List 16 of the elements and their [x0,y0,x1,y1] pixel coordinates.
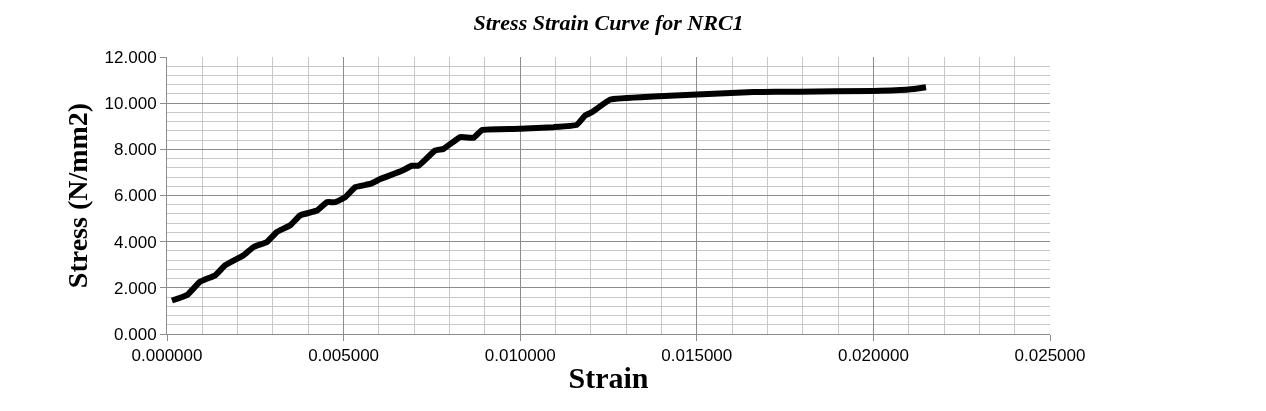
y-tick-label: 0.000 [114,324,157,344]
y-tick-label: 10.000 [104,94,157,114]
y-tick-label: 8.000 [114,140,157,160]
y-tick-label: 4.000 [114,232,157,252]
x-tick-label: 0.010000 [484,346,556,366]
x-tick-label: 0.005000 [308,346,380,366]
x-tick-label: 0.000000 [131,346,203,366]
y-tick-label: 12.000 [104,47,157,67]
x-tick-label: 0.025000 [1014,346,1086,366]
chart-title: Stress Strain Curve for NRC1 [473,9,744,35]
y-axis-title: Stress (N/mm2) [62,102,94,289]
x-axis-title: Strain [568,360,649,394]
x-tick-label: 0.020000 [837,346,909,366]
y-tick-label: 6.000 [114,186,157,206]
y-tick-label: 2.000 [114,278,157,298]
x-tick-label: 0.015000 [661,346,733,366]
